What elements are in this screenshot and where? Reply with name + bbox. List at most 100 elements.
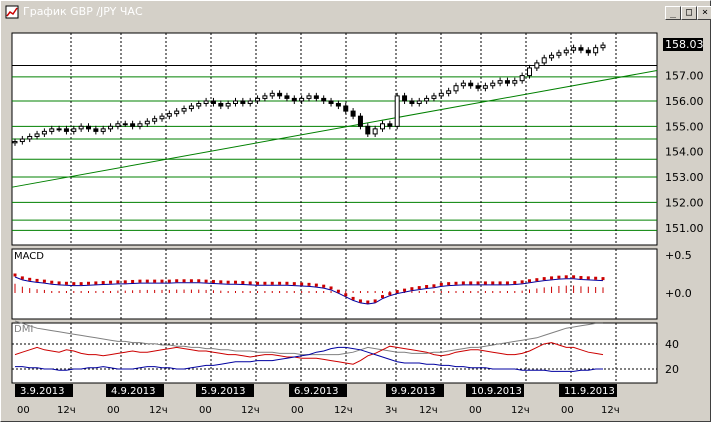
macd-signal-dot (219, 280, 223, 284)
macd-signal-dot (314, 283, 318, 287)
macd-signal-dot (425, 285, 429, 289)
macd-signal-dot (564, 275, 568, 279)
chart-canvas[interactable]: 157.00 156.00 155.00 154.00 153.00 152.00 151.… (1, 21, 711, 421)
hour-label: 00 (291, 405, 304, 416)
macd-signal-dot (373, 299, 377, 303)
candle-body (578, 47, 584, 51)
macd-signal-dot (601, 277, 605, 281)
candle-body (394, 95, 400, 127)
candle-body (527, 67, 532, 77)
candle-body (335, 102, 341, 107)
candle-body (144, 120, 150, 125)
candle-body (122, 123, 128, 126)
date-label-box (386, 384, 444, 397)
candle-body (475, 85, 481, 89)
minimize-button[interactable]: _ (665, 6, 681, 20)
date-label: 9.9.2013 (391, 386, 436, 397)
macd-signal-dot (145, 279, 149, 283)
macd-signal-dot (572, 275, 576, 279)
candle-body (519, 75, 525, 82)
hour-labels: 00 12ч 00 12ч 00 12ч 00 12ч 3ч 12ч 00 12ч 00 12ч (17, 405, 620, 416)
candle-body (571, 47, 577, 51)
macd-signal-dot (395, 290, 399, 294)
dmi-plus-line (14, 342, 604, 365)
candle-body (328, 100, 334, 104)
trend-line[interactable] (11, 70, 658, 188)
macd-signal-dot (381, 295, 384, 299)
candle-body (409, 100, 415, 104)
macd-signal-dot (483, 281, 487, 285)
macd-signal-dot (131, 279, 135, 283)
maximize-button[interactable]: □ (681, 6, 697, 20)
date-label-box (289, 384, 347, 397)
date-labels: 3.9.2013 4.9.2013 5.9.2013 6.9.2013 9.9.2013… (15, 384, 617, 397)
price-tick-label: 156.00 (665, 95, 704, 108)
macd-signal-dot (57, 281, 61, 285)
candle-body (438, 92, 444, 97)
candle-body (225, 102, 231, 107)
macd-signal-dot (417, 286, 421, 290)
hour-label: 12ч (57, 405, 76, 416)
date-label: 4.9.2013 (111, 386, 156, 397)
candle-body (549, 54, 555, 59)
candle-body (262, 95, 268, 99)
hour-label: 12ч (241, 405, 260, 416)
candle-body (41, 130, 47, 135)
title-bar[interactable]: График GBP /JPY ЧАС _ □ × (3, 3, 711, 21)
macd-signal-dot (175, 279, 179, 283)
candle-body (78, 125, 84, 130)
macd-signal-dot (153, 279, 157, 283)
macd-signal-dot (87, 281, 90, 285)
dmi-panel[interactable] (11, 322, 658, 384)
macd-signal-dot (116, 280, 120, 284)
candle-body (534, 62, 540, 69)
dmi-label: DMI (14, 324, 33, 335)
macd-signal-dot (42, 279, 46, 283)
macd-signal-dot (256, 281, 260, 285)
hour-label: 00 (17, 405, 30, 416)
hour-label: 12ч (419, 405, 438, 416)
macd-histogram (14, 283, 604, 293)
macd-signal-dot (557, 275, 561, 279)
hour-label: 12ч (601, 405, 620, 416)
close-button[interactable]: × (697, 6, 711, 20)
candle-body (284, 95, 290, 99)
price-tick-label: 152.00 (665, 196, 704, 209)
macd-signal-dot (366, 300, 370, 304)
macd-signal-dot (358, 299, 362, 303)
macd-signal-dot (50, 280, 54, 284)
candle-body (365, 125, 371, 135)
candle-body (541, 57, 547, 64)
candle-body (424, 97, 430, 102)
candle-body (56, 128, 62, 131)
date-label: 10.9.2013 (471, 386, 522, 397)
macd-signal-dot (189, 279, 193, 283)
price-candles (12, 42, 606, 146)
date-label-box (15, 384, 73, 397)
date-label-box (559, 384, 617, 397)
macd-line (14, 276, 604, 305)
macd-signal-dot (439, 282, 443, 286)
candle-body (130, 123, 136, 127)
price-tick-label: 151.00 (665, 222, 704, 235)
candle-body (490, 82, 496, 87)
price-tick-label: 153.00 (665, 171, 704, 184)
macd-signal-dot (292, 282, 296, 286)
candle-body (34, 133, 40, 137)
macd-signal-dot (234, 280, 237, 284)
hour-label: 00 (107, 405, 120, 416)
candle-body (233, 100, 238, 104)
macd-signal-dot (528, 279, 531, 283)
candle-body (277, 92, 283, 97)
macd-signal-dot (461, 281, 465, 285)
candle-body (416, 100, 422, 104)
date-label-box (106, 384, 164, 397)
candle-body (86, 125, 91, 130)
candle-body (372, 128, 378, 135)
macd-signal-dot (138, 279, 142, 283)
candle-body (71, 128, 77, 132)
macd-signal-dot (410, 287, 414, 291)
candle-body (12, 141, 18, 144)
hour-label: 00 (561, 405, 574, 416)
candle-body (357, 115, 363, 127)
